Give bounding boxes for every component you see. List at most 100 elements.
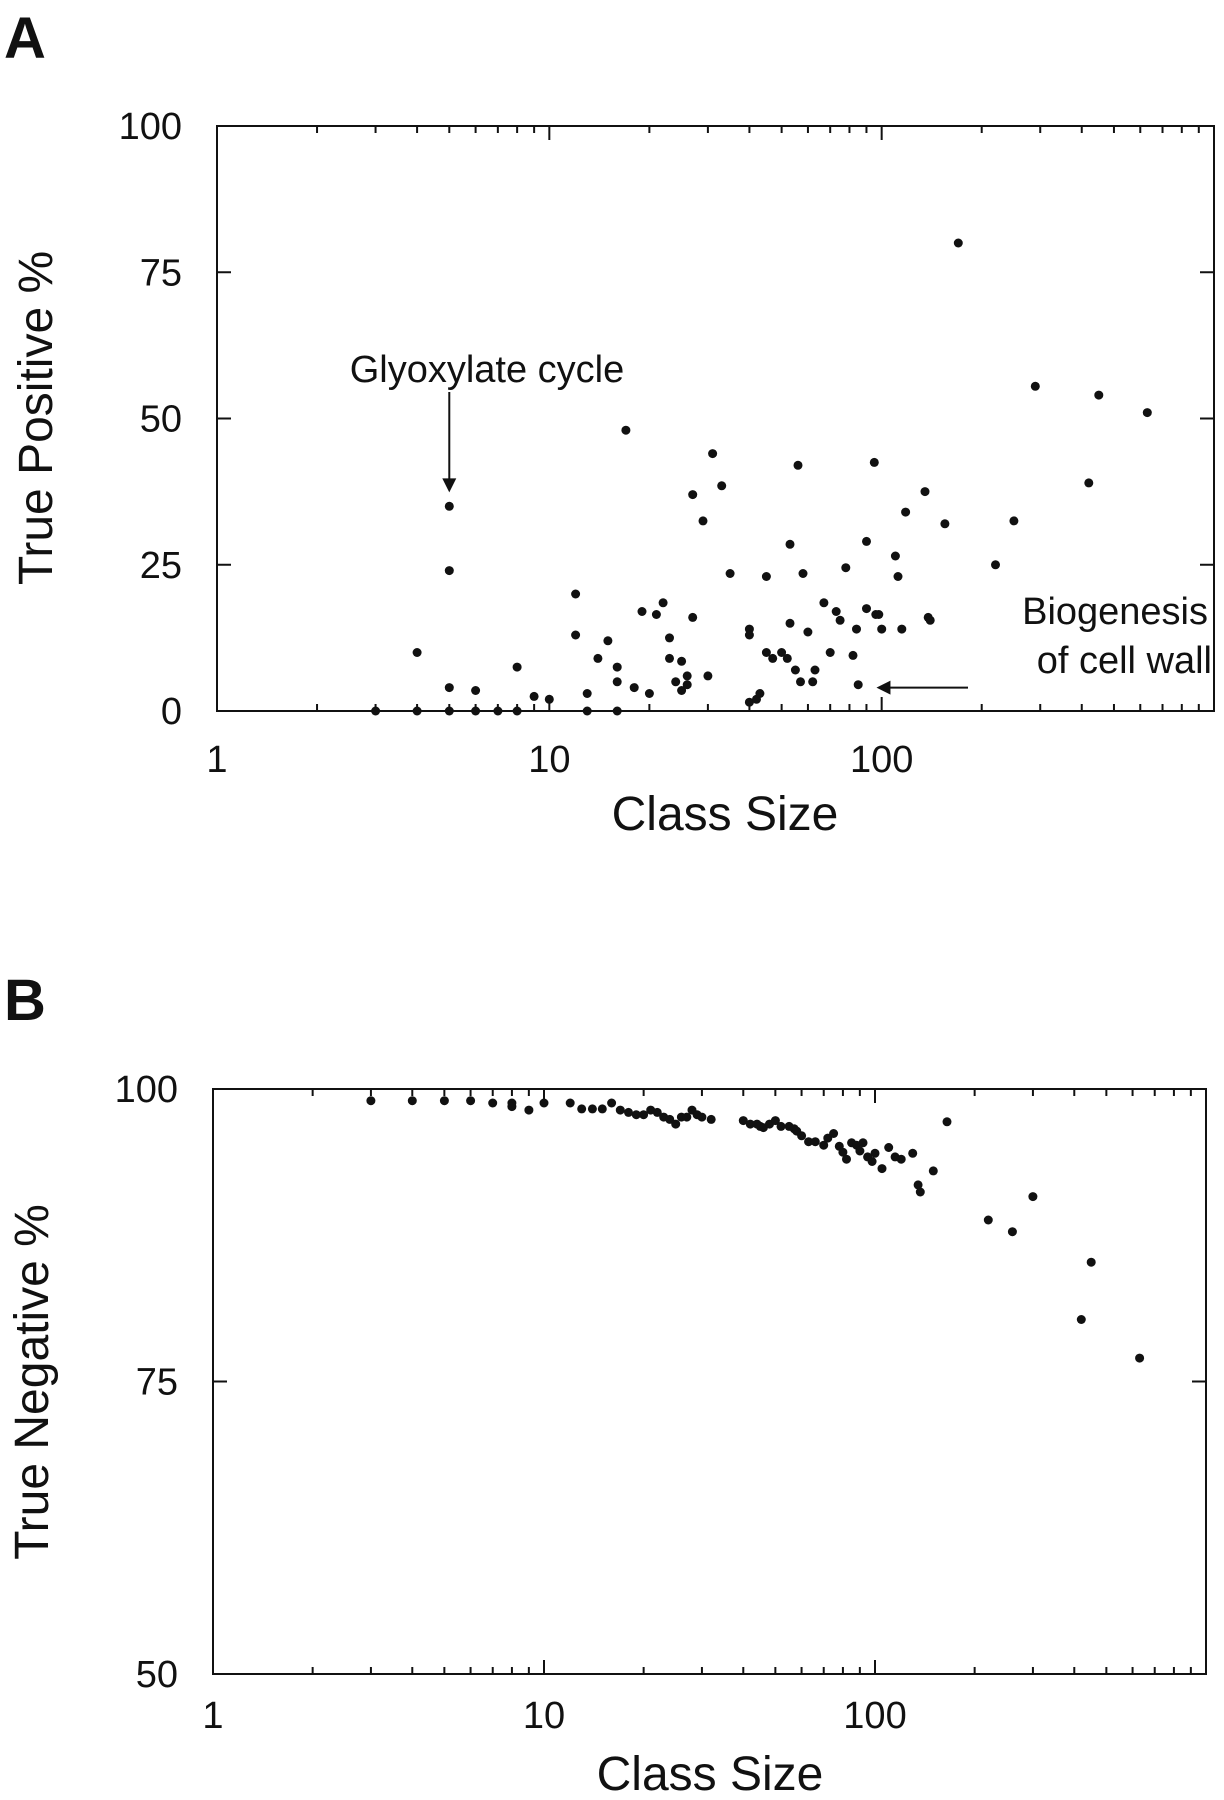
- data-point: [682, 1112, 692, 1122]
- data-point: [629, 683, 639, 693]
- data-point: [877, 624, 887, 634]
- y-tick-label: 0: [161, 691, 182, 733]
- data-point: [1076, 1315, 1086, 1324]
- data-point: [524, 1105, 534, 1115]
- data-point: [1030, 381, 1040, 391]
- data-point: [439, 1096, 449, 1106]
- data-point: [942, 1117, 952, 1127]
- data-point: [1028, 1192, 1038, 1202]
- data-point: [913, 1180, 923, 1190]
- data-point: [371, 706, 381, 716]
- data-point: [571, 630, 581, 640]
- data-point: [624, 1107, 633, 1117]
- data-point: [808, 677, 818, 687]
- data-point: [777, 648, 787, 657]
- data-point: [698, 516, 708, 526]
- ticks-a: 0 25 50 75 100 1 10 100: [119, 106, 1214, 781]
- data-point: [890, 551, 900, 561]
- y-axis-label-b: True Negative %: [6, 1204, 59, 1560]
- data-point: [412, 706, 422, 716]
- data-point: [544, 694, 554, 704]
- data-point: [790, 665, 800, 675]
- data-point: [901, 507, 911, 517]
- data-point: [848, 650, 858, 660]
- data-point: [745, 1119, 755, 1129]
- y-tick-label: 25: [140, 545, 182, 587]
- data-point: [908, 1148, 918, 1158]
- data-point: [925, 615, 935, 625]
- data-point: [803, 627, 813, 637]
- data-point: [665, 633, 674, 643]
- plot-frame-b: [212, 1088, 1207, 1675]
- data-point: [529, 691, 539, 701]
- data-point: [1142, 408, 1152, 418]
- x-axis-label-b: Class Size: [597, 1748, 824, 1800]
- data-point: [798, 569, 808, 578]
- data-point: [869, 457, 879, 467]
- data-point: [444, 706, 454, 716]
- data-point: [682, 680, 692, 690]
- data-point: [444, 501, 454, 511]
- data-point: [665, 653, 674, 663]
- x-tick-label: 10: [528, 739, 570, 781]
- data-point: [577, 1104, 587, 1114]
- data-point: [855, 1146, 865, 1156]
- data-point: [785, 539, 795, 549]
- data-point: [804, 1137, 814, 1147]
- panel-b: B 50 75 100 1 10 100 Class Size True Negative…: [4, 968, 1207, 1800]
- data-point: [842, 1154, 851, 1164]
- data-point: [603, 636, 613, 646]
- data-point: [831, 607, 841, 616]
- data-point: [366, 1096, 376, 1106]
- data-point: [512, 706, 522, 716]
- data-point: [658, 598, 668, 608]
- data-point: [870, 1148, 880, 1158]
- annotations-a: Glyoxylate cycle Biogenesis of cell wall: [350, 349, 1212, 695]
- data-points-b: [366, 1096, 1145, 1363]
- data-point: [991, 560, 1000, 570]
- data-point: [920, 487, 930, 497]
- data-point: [1084, 478, 1094, 488]
- data-point: [671, 1119, 681, 1129]
- x-tick-label: 100: [850, 739, 913, 781]
- data-point: [717, 481, 727, 491]
- data-point: [915, 1187, 925, 1197]
- data-point: [539, 1098, 549, 1108]
- data-point: [612, 662, 622, 672]
- data-point: [761, 648, 771, 657]
- data-point: [512, 662, 522, 672]
- data-point: [893, 572, 903, 581]
- data-point: [639, 1110, 649, 1120]
- data-point: [493, 706, 503, 716]
- panel-letter-a: A: [4, 6, 46, 71]
- data-point: [862, 604, 871, 614]
- data-point: [953, 238, 963, 248]
- data-point: [874, 610, 884, 619]
- data-point: [897, 624, 907, 634]
- data-point: [688, 612, 698, 622]
- x-tick-label: 1: [206, 739, 227, 781]
- data-point: [1094, 390, 1104, 400]
- data-point: [708, 449, 718, 459]
- data-point: [407, 1096, 417, 1106]
- data-point: [582, 689, 592, 698]
- panel-a: A 0 25 50 75 100 1 10 100 Glyoxylate cycle Bioge…: [4, 6, 1215, 841]
- data-point: [587, 1104, 597, 1114]
- data-point: [853, 680, 863, 690]
- panel-letter-b: B: [4, 968, 46, 1033]
- data-point: [797, 1131, 807, 1141]
- data-point: [597, 1104, 607, 1114]
- data-point: [776, 1121, 786, 1131]
- data-point: [671, 677, 681, 687]
- data-point: [507, 1102, 517, 1112]
- data-point: [761, 572, 771, 581]
- data-point: [825, 648, 835, 657]
- annotation-biogenesis-line-1: Biogenesis: [1022, 591, 1208, 633]
- data-point: [488, 1098, 498, 1108]
- data-point: [471, 686, 481, 695]
- data-point: [1009, 516, 1019, 526]
- data-point: [1007, 1227, 1017, 1237]
- y-tick-label: 50: [140, 399, 182, 441]
- data-points-a: [371, 238, 1152, 716]
- data-point: [738, 1116, 748, 1126]
